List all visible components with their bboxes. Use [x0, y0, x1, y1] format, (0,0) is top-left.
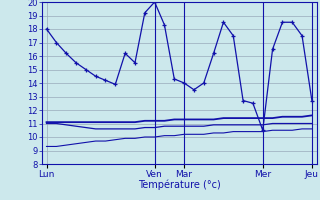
X-axis label: Température (°c): Température (°c): [138, 180, 220, 190]
